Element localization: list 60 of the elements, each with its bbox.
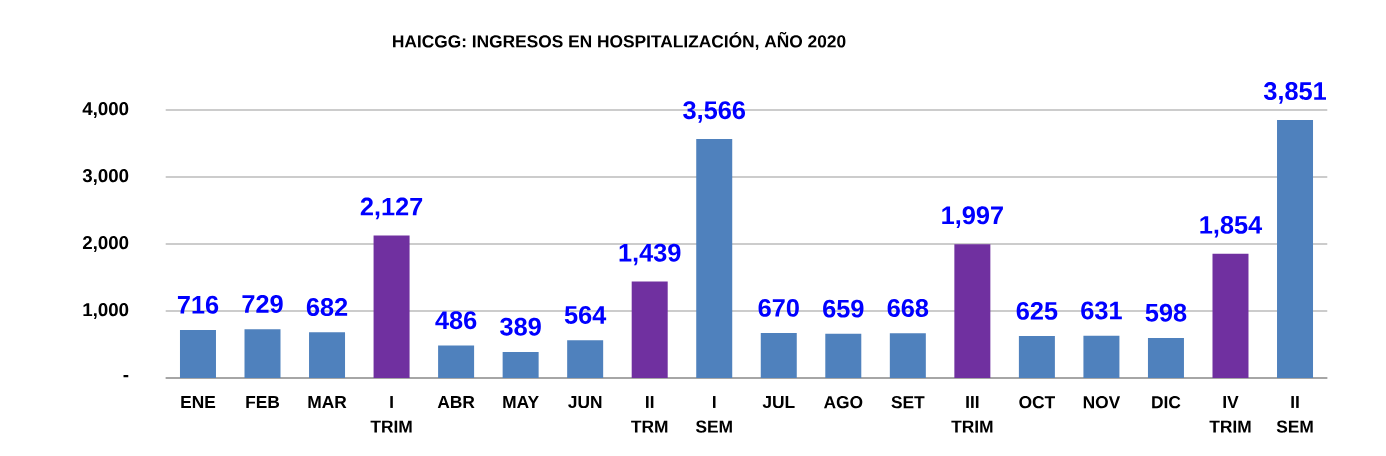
x-tick-label: IV TRIM xyxy=(1209,396,1251,433)
data-label: 625 xyxy=(1016,301,1058,320)
x-tick-label: ENE xyxy=(181,396,216,408)
bar xyxy=(631,281,668,378)
x-tick-label: II TRM xyxy=(631,396,668,433)
x-tick-label: DIC xyxy=(1152,396,1181,409)
data-label: 3,566 xyxy=(683,101,746,123)
bar xyxy=(502,351,539,378)
bar xyxy=(373,235,410,378)
y-tick-label: 1,000 xyxy=(83,303,129,319)
x-tick-label: FEB xyxy=(246,396,280,408)
bar xyxy=(309,332,346,378)
data-label: 716 xyxy=(177,295,219,314)
data-label: 1,854 xyxy=(1200,215,1263,238)
bar xyxy=(760,333,797,378)
bar xyxy=(954,244,991,378)
bar xyxy=(244,329,281,378)
y-tick-label: 2,000 xyxy=(82,236,129,252)
bar xyxy=(1147,337,1184,378)
bar xyxy=(438,345,475,378)
x-tick-label: JUN xyxy=(568,396,602,409)
data-label: 631 xyxy=(1081,301,1122,320)
y-tick-label: 4,000 xyxy=(82,102,129,118)
data-label: 1,997 xyxy=(942,206,1003,228)
x-tick-label: III TRIM xyxy=(951,396,993,433)
x-tick-label: II SEM xyxy=(1276,396,1313,433)
bar xyxy=(567,340,604,378)
data-label: 3,851 xyxy=(1263,82,1327,104)
bar xyxy=(889,333,926,378)
data-label: 668 xyxy=(887,299,929,317)
data-label: 2,127 xyxy=(360,197,423,220)
bar xyxy=(1277,119,1314,378)
bar xyxy=(1018,336,1055,378)
bar xyxy=(1212,253,1249,378)
bar xyxy=(696,139,733,378)
x-tick-label: AGO xyxy=(824,396,863,409)
x-tick-label: MAR xyxy=(308,396,347,408)
bar xyxy=(825,333,862,378)
bar xyxy=(179,330,216,378)
y-tick-label: - xyxy=(123,375,129,378)
x-tick-label: MAY xyxy=(503,396,539,408)
x-tick-label: SET xyxy=(891,396,925,409)
data-label: 670 xyxy=(758,298,799,317)
x-tick-label: NOV xyxy=(1083,396,1121,409)
x-tick-label: JUL xyxy=(762,396,795,409)
x-tick-label: OCT xyxy=(1019,396,1055,409)
x-tick-label: ABR xyxy=(437,396,475,408)
chart-title: HAICGG: INGRESOS EN HOSPITALIZACIÓN, AÑO 2020 xyxy=(393,31,846,51)
data-label: 682 xyxy=(306,298,348,317)
data-label: 729 xyxy=(242,294,283,313)
data-label: 564 xyxy=(564,306,607,324)
y-tick-label: 3,000 xyxy=(82,169,129,185)
data-label: 486 xyxy=(435,311,477,330)
data-label: 659 xyxy=(823,299,864,318)
bar xyxy=(1083,335,1120,378)
x-tick-label: I SEM xyxy=(695,396,732,433)
data-label: 389 xyxy=(500,317,541,336)
data-label: 598 xyxy=(1145,303,1187,322)
data-label: 1,439 xyxy=(619,243,681,266)
x-tick-label: I TRIM xyxy=(370,396,412,433)
